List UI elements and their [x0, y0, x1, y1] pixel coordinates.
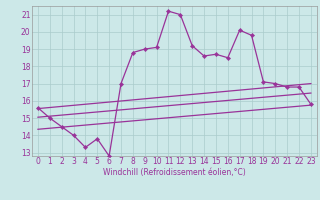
X-axis label: Windchill (Refroidissement éolien,°C): Windchill (Refroidissement éolien,°C)	[103, 168, 246, 177]
